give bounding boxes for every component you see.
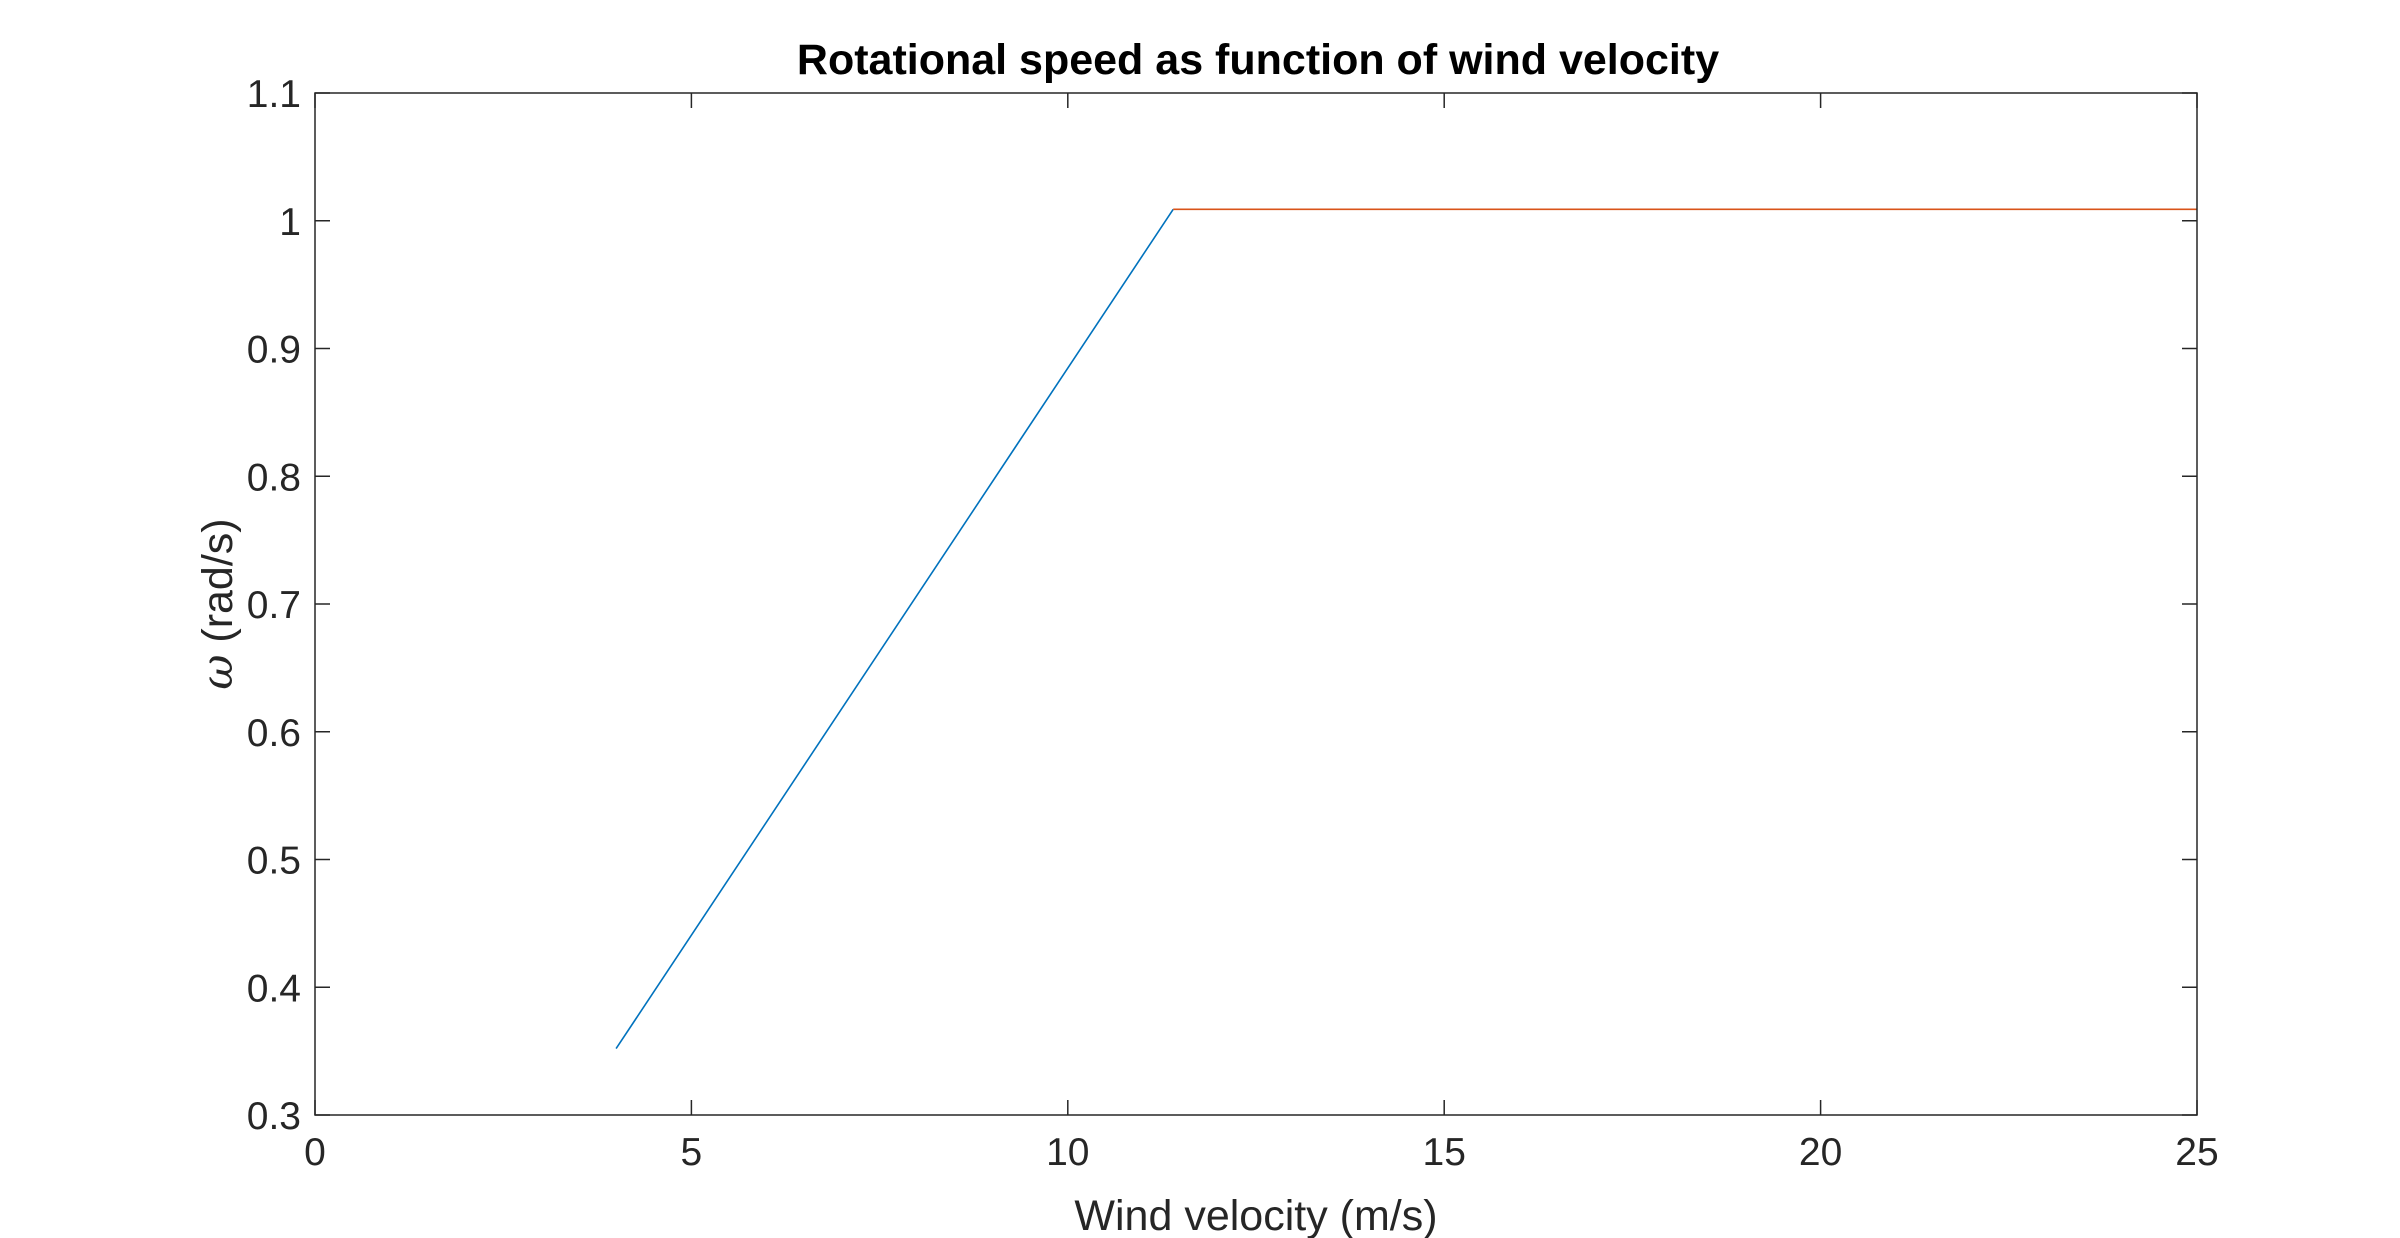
y-tick-label: 1.1: [247, 73, 301, 116]
x-tick-label: 5: [681, 1131, 703, 1174]
y-axis-title: ω (rad/s): [193, 518, 243, 689]
y-tick-label: 1: [279, 201, 301, 244]
y-tick-label: 0.4: [247, 967, 301, 1010]
y-tick-label: 0.5: [247, 840, 301, 883]
x-axis-title: Wind velocity (m/s): [1074, 1192, 1437, 1238]
y-axis-omega-symbol: ω: [193, 655, 243, 690]
x-tick-label: 25: [2175, 1131, 2218, 1174]
x-tick-label: 0: [304, 1131, 326, 1174]
x-tick-label: 10: [1046, 1131, 1089, 1174]
x-tick-label: 20: [1799, 1131, 1842, 1174]
y-tick-label: 0.8: [247, 456, 301, 499]
y-tick-label: 0.9: [247, 329, 301, 372]
y-tick-label: 0.3: [247, 1095, 301, 1138]
y-tick-label: 0.7: [247, 584, 301, 627]
plot-area: [315, 93, 2197, 1115]
chart-title: Rotational speed as function of wind vel…: [797, 36, 1719, 84]
x-tick-label: 15: [1423, 1131, 1466, 1174]
y-axis-unit: (rad/s): [194, 518, 242, 654]
axes-background: [315, 93, 2197, 1115]
y-tick-label: 0.6: [247, 712, 301, 755]
